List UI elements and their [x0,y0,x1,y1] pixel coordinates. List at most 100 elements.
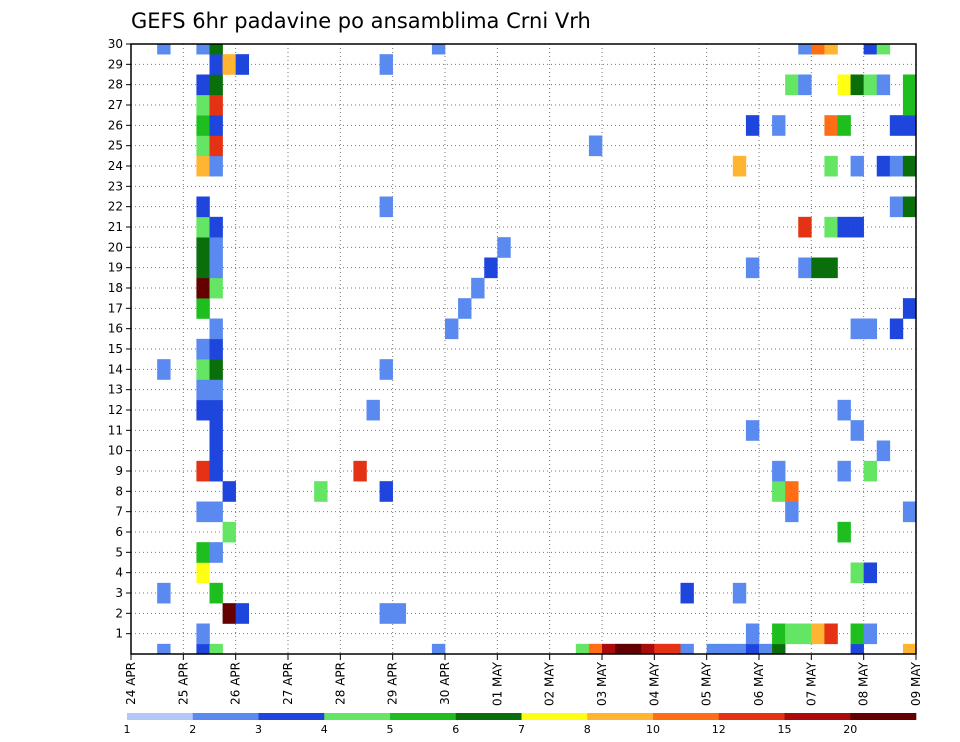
colorbar-label: 8 [584,723,591,736]
x-tick-label: 07 MAY [804,661,818,706]
y-tick-label: 14 [108,362,123,376]
data-cell [484,257,498,279]
data-cell [366,399,380,421]
data-cell [680,643,694,655]
data-cell [772,623,786,645]
data-cell [196,643,210,655]
data-cell [902,298,917,319]
colorbar-label: 4 [321,723,328,736]
data-cell [222,521,236,543]
y-tick-label: 27 [108,98,123,112]
data-cell [196,115,210,136]
colorbar-label: 15 [778,723,792,736]
y-tick-label: 28 [108,78,123,92]
y-tick-label: 24 [108,159,123,173]
data-cell [889,115,904,136]
data-cell [209,399,223,421]
y-tick-label: 3 [115,586,123,600]
colorbar: 1 2 3 4 5 6 7 8 10 12 15 20 [124,713,917,736]
data-cell [889,318,904,340]
data-cell [811,257,825,279]
data-cell [837,399,851,421]
x-tick-label: 09 MAY [909,661,923,706]
data-cell [497,237,511,258]
colorbar-label: 2 [189,723,196,736]
y-tick-label: 10 [108,444,123,458]
data-cell [798,44,812,55]
colorbar-swatch [192,713,259,720]
y-tick-label: 16 [108,322,123,336]
data-cell [863,460,878,482]
data-cell [876,440,891,462]
x-tick-label: 08 MAY [857,661,871,706]
y-tick-label: 18 [108,281,123,295]
data-cell [209,542,223,563]
colorbar-label: 7 [518,723,525,736]
colorbar-swatch [521,713,588,720]
data-cell [785,74,799,96]
x-tick-label: 01 MAY [490,661,504,706]
data-cell [785,623,799,645]
y-tick-label: 19 [108,261,123,275]
y-tick-label: 2 [115,606,123,620]
data-cell [863,74,878,96]
data-cell [379,54,393,75]
y-tick-label: 12 [108,403,123,417]
data-cell [876,155,891,177]
data-cell [196,277,210,299]
y-tick-label: 13 [108,383,123,397]
data-cell [209,74,223,96]
data-cell [850,420,864,441]
y-tick-label: 20 [108,240,123,254]
data-cell [458,298,472,319]
data-cell [628,643,642,655]
data-cell [209,54,223,75]
colorbar-label: 10 [646,723,660,736]
data-cell [222,54,236,75]
x-tick-label: 03 MAY [595,661,609,706]
x-tick-label: 29 APR [386,662,400,705]
y-tick-label: 25 [108,139,123,153]
colorbar-swatch [784,713,851,720]
colorbar-label: 1 [124,723,131,736]
y-tick-label: 5 [115,545,123,559]
data-cell [379,603,393,624]
data-cell [824,44,838,55]
data-cell [196,623,210,645]
data-cell [850,74,864,96]
data-cell [196,542,210,563]
data-cell [837,115,851,136]
data-cell [209,643,223,655]
chart-title: GEFS 6hr padavine po ansamblima Crni Vrh [131,9,591,33]
data-cell [431,44,446,55]
data-cell [902,501,917,523]
x-tick-label: 27 APR [281,662,295,705]
x-tick-label: 25 APR [176,662,190,705]
data-cell [850,155,864,177]
data-cell [196,501,210,523]
data-cell [902,115,917,136]
data-cell [157,359,171,380]
data-cell [615,643,629,655]
data-cell [314,481,328,502]
data-cell [157,643,171,655]
data-cell [889,196,904,218]
data-cell [732,643,747,655]
data-cell [588,135,603,157]
data-cell [850,562,864,584]
data-cell [209,115,223,136]
data-cell [379,481,393,502]
data-cell [209,460,223,482]
data-cell [850,318,864,340]
data-cell [196,399,210,421]
data-cell [602,643,616,655]
data-cell [745,623,760,645]
grid-lines [131,43,916,654]
y-tick-label: 17 [108,301,123,315]
data-cell [798,257,812,279]
colorbar-swatch [324,713,391,720]
data-cell [196,359,210,380]
data-cell [209,237,223,258]
colorbar-label: 5 [387,723,394,736]
